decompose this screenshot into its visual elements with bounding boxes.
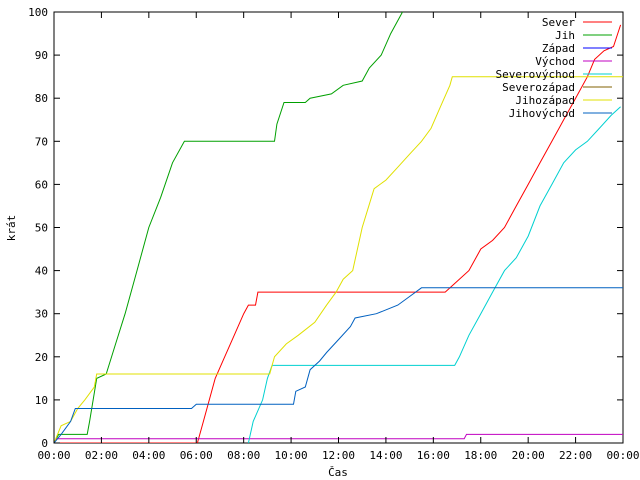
y-tick-label: 50 xyxy=(35,222,48,235)
series-lines xyxy=(54,12,623,443)
x-tick-label: 04:00 xyxy=(132,449,165,462)
y-axis-label: krát xyxy=(5,215,18,242)
x-tick-label: 22:00 xyxy=(559,449,592,462)
y-tick-label: 0 xyxy=(41,437,48,450)
x-tick-label: 16:00 xyxy=(417,449,450,462)
x-tick-label: 00:00 xyxy=(606,449,639,462)
x-tick-label: 20:00 xyxy=(512,449,545,462)
y-tick-label: 100 xyxy=(28,6,48,19)
series-line-1 xyxy=(54,12,403,443)
axes: 0 10 20 30 40 50 60 70 80 90 100 00:00 02:00 04:00 06:… xyxy=(28,6,639,462)
x-tick-label: 14:00 xyxy=(369,449,402,462)
y-tick-label: 30 xyxy=(35,308,48,321)
y-tick-label: 20 xyxy=(35,351,48,364)
y-tick-label: 60 xyxy=(35,178,48,191)
series-line-6 xyxy=(54,76,623,443)
x-tick-label: 18:00 xyxy=(464,449,497,462)
series-line-4 xyxy=(247,106,621,443)
x-tick-label: 10:00 xyxy=(275,449,308,462)
legend-label: Jihozápad xyxy=(515,94,575,107)
legend-label: Severovýchod xyxy=(496,68,575,81)
y-tick-label: 70 xyxy=(35,135,48,148)
legend-label: Jih xyxy=(555,29,575,42)
legend-label: Sever xyxy=(542,16,575,29)
x-tick-label: 00:00 xyxy=(37,449,70,462)
legend-label: Severozápad xyxy=(502,81,575,94)
legend: SeverJihZápadVýchodSeverovýchodSeverozáp… xyxy=(496,16,612,120)
legend-label: Východ xyxy=(535,55,575,68)
x-tick-label: 08:00 xyxy=(227,449,260,462)
series-line-0 xyxy=(54,24,622,443)
y-tick-label: 80 xyxy=(35,92,48,105)
legend-label: Západ xyxy=(542,42,575,55)
x-tick-label: 06:00 xyxy=(180,449,213,462)
y-tick-label: 40 xyxy=(35,265,48,278)
legend-label: Jihovýchod xyxy=(509,107,575,120)
series-line-7 xyxy=(54,287,623,443)
x-axis-label: Čas xyxy=(328,466,348,479)
y-tick-label: 10 xyxy=(35,394,48,407)
x-tick-label: 02:00 xyxy=(85,449,118,462)
y-tick-label: 90 xyxy=(35,49,48,62)
x-tick-label: 12:00 xyxy=(322,449,355,462)
